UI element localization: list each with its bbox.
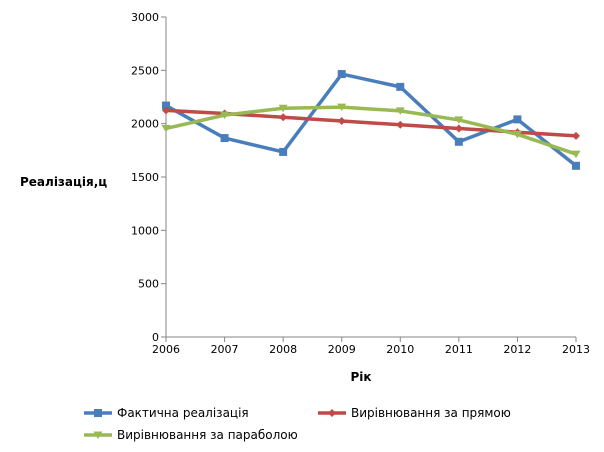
data-point — [513, 115, 522, 124]
data-point — [396, 82, 405, 91]
data-point — [337, 117, 346, 125]
data-point — [220, 111, 230, 120]
data-point — [571, 150, 581, 159]
x-tick-label: 2013 — [562, 343, 590, 356]
data-point — [454, 116, 464, 124]
legend-label: Фактична реалізація — [117, 406, 249, 420]
y-tick-label: 2500 — [131, 64, 159, 77]
data-point — [162, 101, 170, 110]
data-point — [512, 130, 522, 139]
data-point — [572, 131, 580, 140]
x-tick-label: 2012 — [503, 343, 531, 356]
y-tick-label: 2000 — [131, 118, 159, 131]
data-point — [279, 147, 288, 156]
legend-item: Вирівнювання за прямою — [318, 406, 511, 420]
x-tick-label: 2011 — [445, 343, 473, 356]
legend-item: Фактична реалізація — [84, 406, 249, 420]
data-point — [337, 103, 347, 112]
data-point — [279, 113, 288, 122]
data-point — [337, 70, 346, 79]
y-tick-label: 1500 — [131, 171, 159, 184]
data-point — [454, 124, 463, 133]
series-group — [161, 70, 581, 170]
legend-swatch-marker — [328, 409, 336, 417]
x-tick-label: 2010 — [386, 343, 414, 356]
x-tick-label: 2009 — [328, 343, 356, 356]
x-tick-label: 2006 — [152, 343, 180, 356]
data-point — [454, 137, 463, 146]
series-line — [165, 105, 577, 156]
legend-item: Вирівнювання за параболою — [84, 428, 298, 442]
x-tick-label: 2008 — [269, 343, 297, 356]
y-tick-label: 500 — [138, 278, 159, 291]
data-point — [572, 161, 580, 170]
data-point — [395, 107, 405, 115]
y-tick-label: 3000 — [131, 11, 159, 24]
y-axis-title: Реалізація,ц — [20, 175, 107, 189]
legend-label: Вирівнювання за прямою — [351, 406, 511, 420]
legend-swatch-marker — [94, 409, 102, 417]
legend: Фактична реалізація Вирівнювання за прямо… — [84, 406, 511, 442]
data-point — [278, 104, 288, 113]
x-tick-label: 2007 — [211, 343, 239, 356]
data-point — [396, 120, 405, 129]
series-1 — [162, 70, 580, 170]
axes: 0 500 1000 1500 2000 2500 3000 2006 2007 2008 2009… — [131, 11, 590, 356]
legend-swatch-marker — [93, 431, 103, 439]
series-3 — [161, 103, 581, 159]
x-axis-title: Рік — [350, 370, 371, 384]
y-tick-label: 1000 — [131, 224, 159, 237]
series-line — [165, 72, 578, 168]
y-tick-label: 0 — [152, 331, 159, 344]
data-point — [162, 106, 170, 115]
data-point — [161, 124, 171, 133]
data-point — [220, 134, 229, 143]
legend-label: Вирівнювання за параболою — [117, 428, 298, 442]
